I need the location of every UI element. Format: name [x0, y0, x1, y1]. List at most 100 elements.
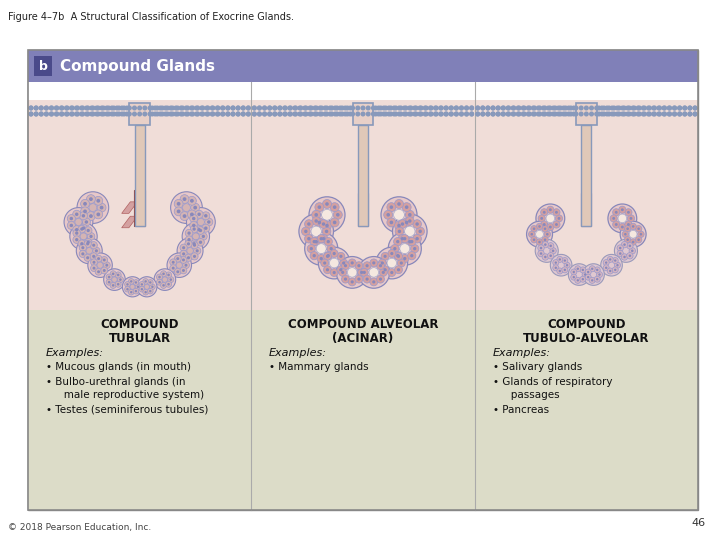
Circle shape — [119, 278, 122, 281]
Circle shape — [374, 112, 377, 116]
Circle shape — [628, 112, 631, 116]
Circle shape — [389, 106, 392, 110]
Circle shape — [564, 106, 567, 110]
Circle shape — [403, 237, 406, 240]
Circle shape — [253, 106, 256, 110]
Circle shape — [511, 112, 515, 116]
Circle shape — [497, 106, 500, 110]
Circle shape — [613, 221, 620, 228]
Circle shape — [354, 106, 357, 110]
Circle shape — [125, 106, 129, 110]
Circle shape — [169, 278, 172, 281]
Circle shape — [574, 106, 577, 110]
Circle shape — [328, 106, 332, 110]
Circle shape — [122, 112, 126, 116]
Circle shape — [117, 276, 123, 282]
Circle shape — [221, 112, 225, 116]
Circle shape — [389, 112, 392, 116]
Circle shape — [400, 234, 409, 243]
Circle shape — [612, 258, 618, 264]
Polygon shape — [581, 125, 591, 226]
Circle shape — [587, 276, 590, 278]
Polygon shape — [576, 103, 597, 125]
Circle shape — [91, 112, 95, 116]
Circle shape — [652, 112, 655, 116]
Circle shape — [554, 106, 557, 110]
Circle shape — [312, 238, 320, 246]
Circle shape — [80, 106, 84, 110]
Circle shape — [324, 238, 333, 246]
Circle shape — [555, 223, 558, 226]
Circle shape — [625, 208, 632, 216]
Circle shape — [693, 112, 697, 116]
Circle shape — [398, 220, 407, 228]
Text: © 2018 Pearson Education, Inc.: © 2018 Pearson Education, Inc. — [8, 523, 151, 532]
Circle shape — [460, 112, 464, 116]
Circle shape — [78, 240, 86, 247]
Circle shape — [626, 112, 629, 116]
Circle shape — [35, 106, 38, 110]
Circle shape — [326, 268, 329, 271]
Circle shape — [343, 106, 347, 110]
Circle shape — [89, 204, 96, 212]
Circle shape — [156, 279, 163, 285]
Circle shape — [253, 112, 256, 116]
Circle shape — [81, 226, 85, 230]
Circle shape — [325, 224, 329, 227]
Circle shape — [574, 112, 577, 116]
Circle shape — [341, 112, 344, 116]
Circle shape — [623, 106, 626, 110]
Circle shape — [149, 290, 151, 292]
Circle shape — [591, 268, 593, 270]
Circle shape — [95, 112, 99, 116]
Circle shape — [236, 106, 240, 110]
Circle shape — [169, 106, 173, 110]
Bar — [28, 50, 698, 82]
Circle shape — [330, 249, 338, 258]
Circle shape — [132, 112, 136, 116]
Circle shape — [106, 274, 112, 280]
Circle shape — [186, 207, 215, 237]
Circle shape — [633, 112, 636, 116]
Circle shape — [303, 112, 307, 116]
Circle shape — [94, 197, 103, 205]
Circle shape — [624, 226, 631, 232]
Circle shape — [512, 106, 516, 110]
Circle shape — [100, 112, 104, 116]
Circle shape — [672, 106, 676, 110]
Circle shape — [405, 226, 415, 237]
Circle shape — [333, 112, 337, 116]
Circle shape — [629, 231, 637, 238]
Circle shape — [536, 204, 564, 233]
Polygon shape — [353, 103, 373, 125]
Bar — [34, 56, 52, 76]
Circle shape — [206, 106, 210, 110]
Circle shape — [341, 271, 344, 274]
Circle shape — [587, 106, 590, 110]
Circle shape — [312, 240, 316, 244]
Circle shape — [639, 233, 642, 235]
Circle shape — [512, 112, 516, 116]
Circle shape — [553, 260, 559, 266]
Circle shape — [79, 224, 87, 232]
Polygon shape — [134, 190, 145, 226]
Circle shape — [231, 112, 235, 116]
Circle shape — [562, 112, 565, 116]
Circle shape — [575, 266, 581, 272]
Circle shape — [77, 192, 109, 224]
Circle shape — [663, 106, 667, 110]
Circle shape — [444, 106, 448, 110]
Circle shape — [183, 197, 186, 201]
Circle shape — [338, 268, 346, 276]
Circle shape — [516, 106, 520, 110]
Circle shape — [231, 106, 235, 110]
Circle shape — [571, 269, 577, 275]
Circle shape — [128, 289, 134, 295]
Circle shape — [115, 106, 119, 110]
Circle shape — [657, 106, 660, 110]
Circle shape — [384, 106, 387, 110]
Circle shape — [575, 278, 581, 284]
Circle shape — [86, 112, 90, 116]
Circle shape — [305, 220, 313, 228]
Circle shape — [50, 112, 53, 116]
